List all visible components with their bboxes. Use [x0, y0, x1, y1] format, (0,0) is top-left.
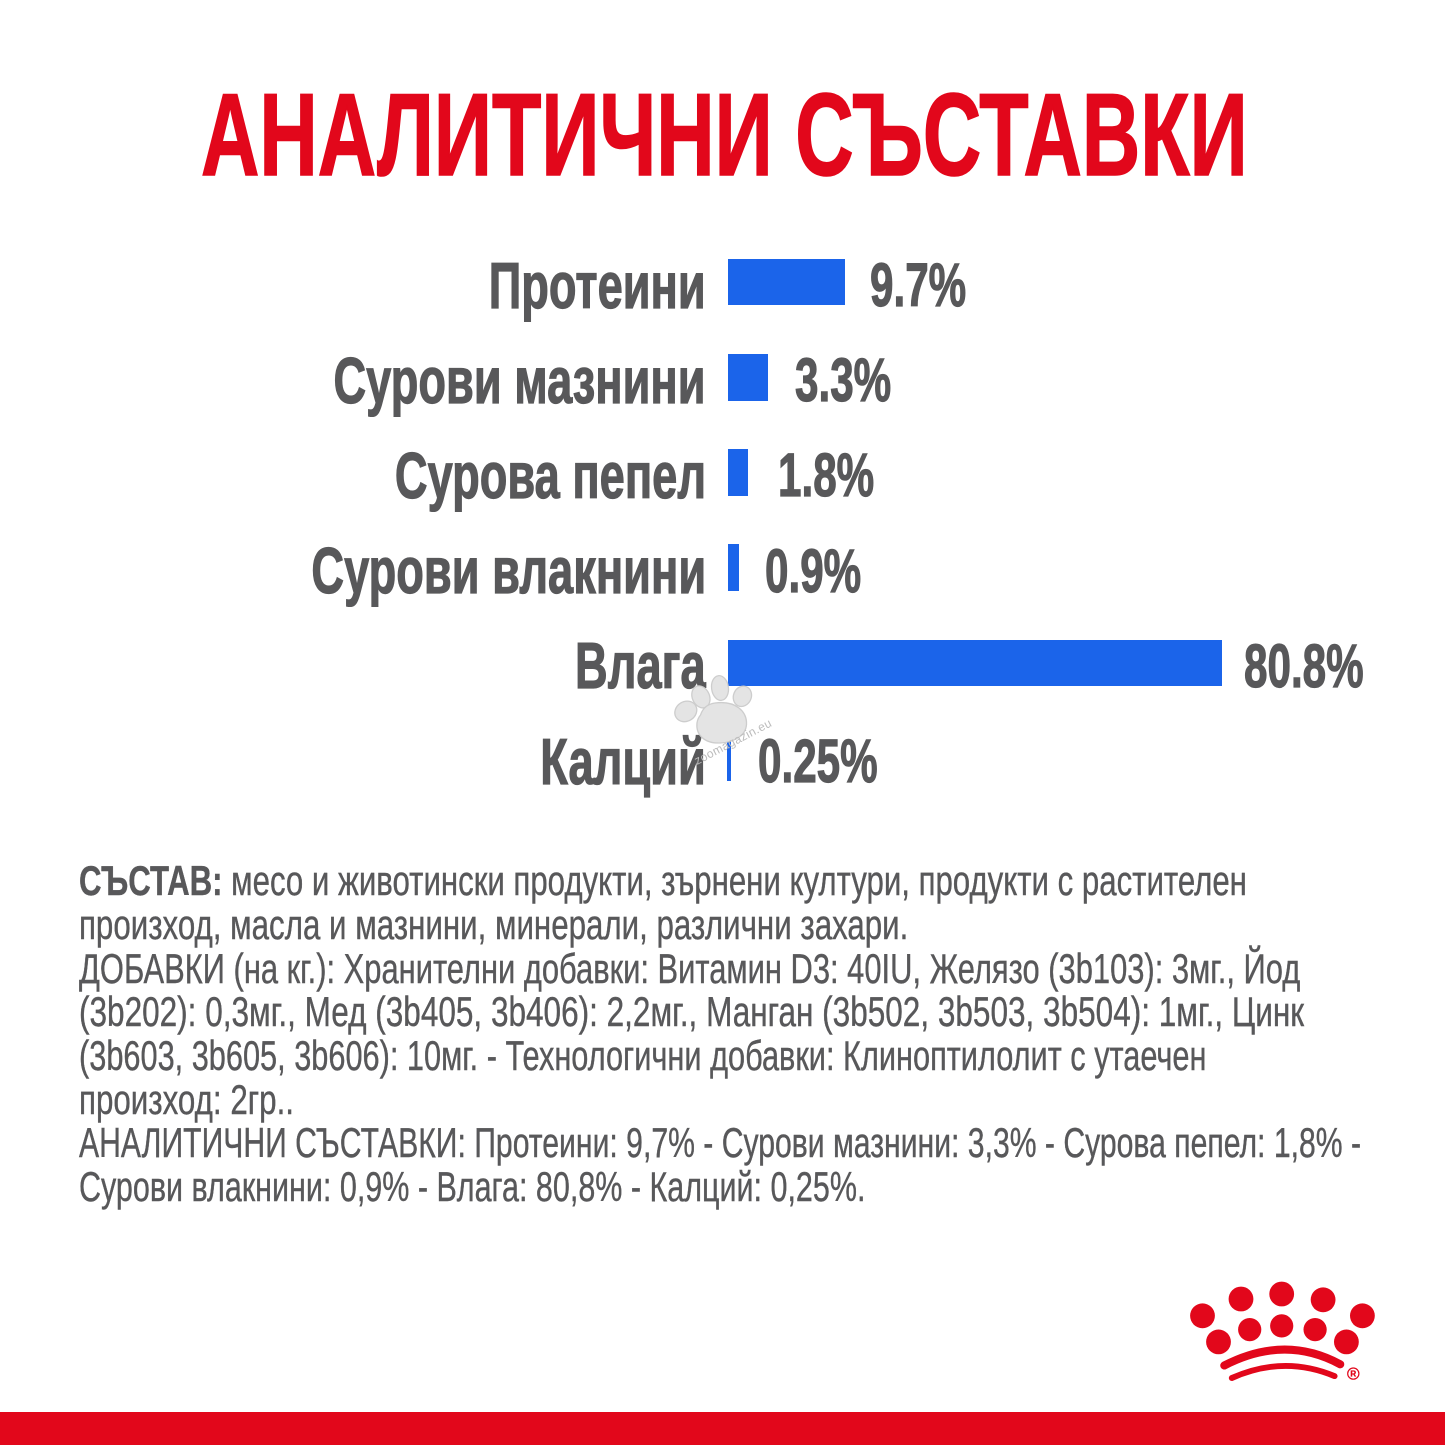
- svg-text:R: R: [1350, 1370, 1356, 1379]
